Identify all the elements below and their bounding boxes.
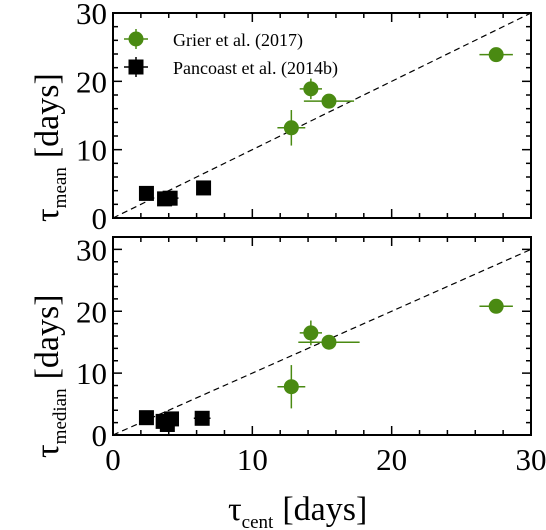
- top-panel: 0 10 20 30 Grier et al. (2017) Pancoast et …: [29, 0, 532, 236]
- bottom-ylabel-symbol: τ: [29, 444, 66, 458]
- square-marker: [138, 185, 154, 201]
- data-point-grier: [299, 320, 322, 346]
- circle-marker: [321, 93, 337, 109]
- xlabel-symbol: τ: [228, 491, 242, 528]
- bottom-points: [138, 298, 513, 432]
- top-ytick-label: 20: [76, 64, 107, 99]
- bottom-ylabel-unit: [days]: [29, 294, 66, 379]
- top-ylabel-symbol: τ: [29, 208, 66, 222]
- square-marker: [162, 190, 178, 206]
- data-point-grier: [277, 110, 306, 146]
- data-point-pancoast: [164, 411, 180, 427]
- top-plot-frame: [112, 12, 532, 219]
- data-point-grier: [479, 298, 513, 314]
- bottom-plot-frame: [112, 236, 532, 436]
- data-point-grier: [479, 47, 513, 63]
- bottom-one-to-one-line: [112, 248, 532, 436]
- xtick-label: 0: [105, 442, 121, 477]
- data-point-pancoast: [196, 180, 212, 196]
- xlabel-unit: [days]: [282, 491, 367, 528]
- square-marker: [194, 410, 210, 426]
- legend-marker-grier: [124, 29, 148, 49]
- xlabel: τcent [days]: [228, 491, 367, 530]
- top-points: [138, 47, 513, 207]
- square-marker: [196, 180, 212, 196]
- circle-marker: [321, 334, 337, 350]
- legend-marker-pancoast: [124, 57, 148, 77]
- data-point-grier: [298, 334, 360, 350]
- top-ytick-label: 0: [92, 201, 108, 236]
- top-ytick-label: 30: [76, 0, 107, 31]
- bottom-ylabel-subscript: median: [50, 388, 71, 444]
- legend-label-grier: Grier et al. (2017): [173, 30, 303, 51]
- bottom-ytick-label: 10: [76, 356, 107, 391]
- legend: Grier et al. (2017) Pancoast et al. (201…: [124, 29, 338, 79]
- data-point-pancoast: [161, 190, 179, 206]
- bottom-ytick-label: 20: [76, 294, 107, 329]
- circle-marker: [303, 81, 319, 97]
- circle-marker: [488, 47, 504, 63]
- top-ylabel-subscript: mean: [50, 167, 71, 209]
- top-ylabel-unit: [days]: [29, 73, 66, 158]
- circle-marker: [488, 298, 504, 314]
- top-ytick-label: 10: [76, 133, 107, 168]
- data-point-grier: [299, 78, 322, 100]
- top-ticks: 0 10 20 30: [76, 0, 532, 236]
- xtick-label: 10: [237, 442, 268, 477]
- square-marker: [138, 410, 154, 426]
- xtick-label: 30: [516, 442, 546, 477]
- top-ylabel: τmean [days]: [29, 73, 71, 222]
- square-marker: [164, 411, 180, 427]
- bottom-ylabel: τmedian [days]: [29, 294, 71, 458]
- circle-marker: [283, 379, 299, 395]
- circle-marker: [303, 325, 319, 341]
- circle-marker: [283, 120, 299, 136]
- xlabel-subscript: cent: [242, 512, 274, 530]
- legend-label-pancoast: Pancoast et al. (2014b): [173, 58, 338, 79]
- top-one-to-one-line: [112, 12, 532, 219]
- bottom-ticks: 0 10 20 30 0 10 20 30: [76, 232, 546, 477]
- data-point-pancoast: [193, 410, 211, 426]
- data-point-grier: [277, 365, 306, 409]
- xtick-label: 20: [376, 442, 407, 477]
- bottom-ytick-label: 30: [76, 232, 107, 267]
- data-point-pancoast: [138, 185, 154, 201]
- data-point-grier: [303, 93, 355, 109]
- data-point-pancoast: [138, 410, 154, 426]
- bottom-ytick-label: 0: [92, 418, 108, 453]
